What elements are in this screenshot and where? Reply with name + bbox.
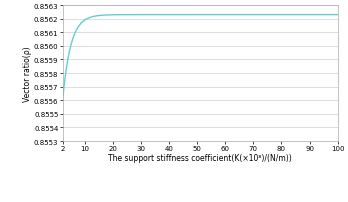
Tile vibration vector ratio [280, 14, 284, 17]
Tile vibration vector ratio [89, 17, 93, 19]
Tile vibration vector ratio [61, 100, 65, 102]
Tile vibration vector ratio [182, 14, 186, 17]
Line: Tile vibration vector ratio: Tile vibration vector ratio [63, 16, 338, 101]
Y-axis label: Vector ratio(ρ): Vector ratio(ρ) [23, 46, 32, 101]
Tile vibration vector ratio [172, 14, 176, 17]
Tile vibration vector ratio [275, 14, 279, 17]
Tile vibration vector ratio [249, 14, 253, 17]
Tile vibration vector ratio [335, 14, 340, 17]
Tile vibration vector ratio [302, 14, 306, 17]
X-axis label: The support stiffness coefficient(K(×10⁸)/(N/m)): The support stiffness coefficient(K(×10⁸… [108, 153, 292, 162]
